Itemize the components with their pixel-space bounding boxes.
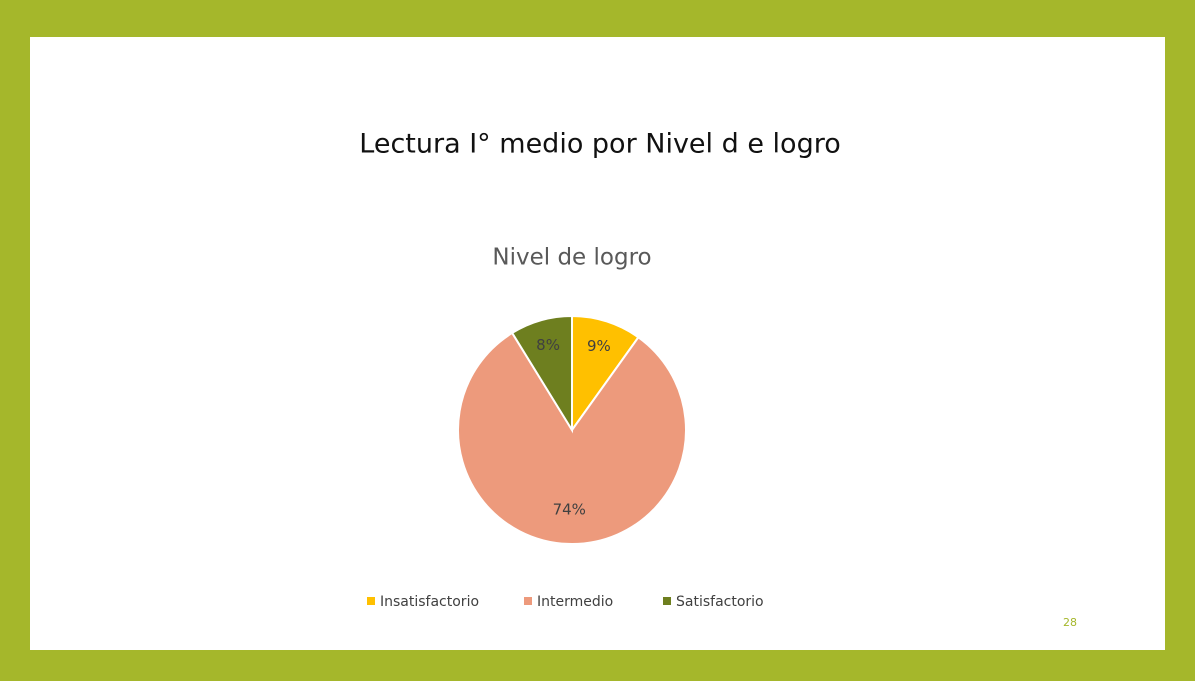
data-label: 9% xyxy=(587,337,611,355)
pie-slice xyxy=(510,314,573,434)
legend-label: Insatisfactorio xyxy=(380,594,479,610)
legend-swatch xyxy=(367,597,375,605)
data-label: 74% xyxy=(553,500,586,518)
legend-swatch xyxy=(663,597,671,605)
data-label: 8% xyxy=(536,336,560,354)
page-number: 28 xyxy=(1063,616,1077,629)
slide-title: Lectura I° medio por Nivel d e logro xyxy=(359,129,840,160)
chart-title: Nivel de logro xyxy=(492,245,651,271)
legend-label: Satisfactorio xyxy=(676,594,764,610)
legend-label: Intermedio xyxy=(537,594,613,610)
legend-swatch xyxy=(524,597,532,605)
pie-slice xyxy=(457,331,687,545)
